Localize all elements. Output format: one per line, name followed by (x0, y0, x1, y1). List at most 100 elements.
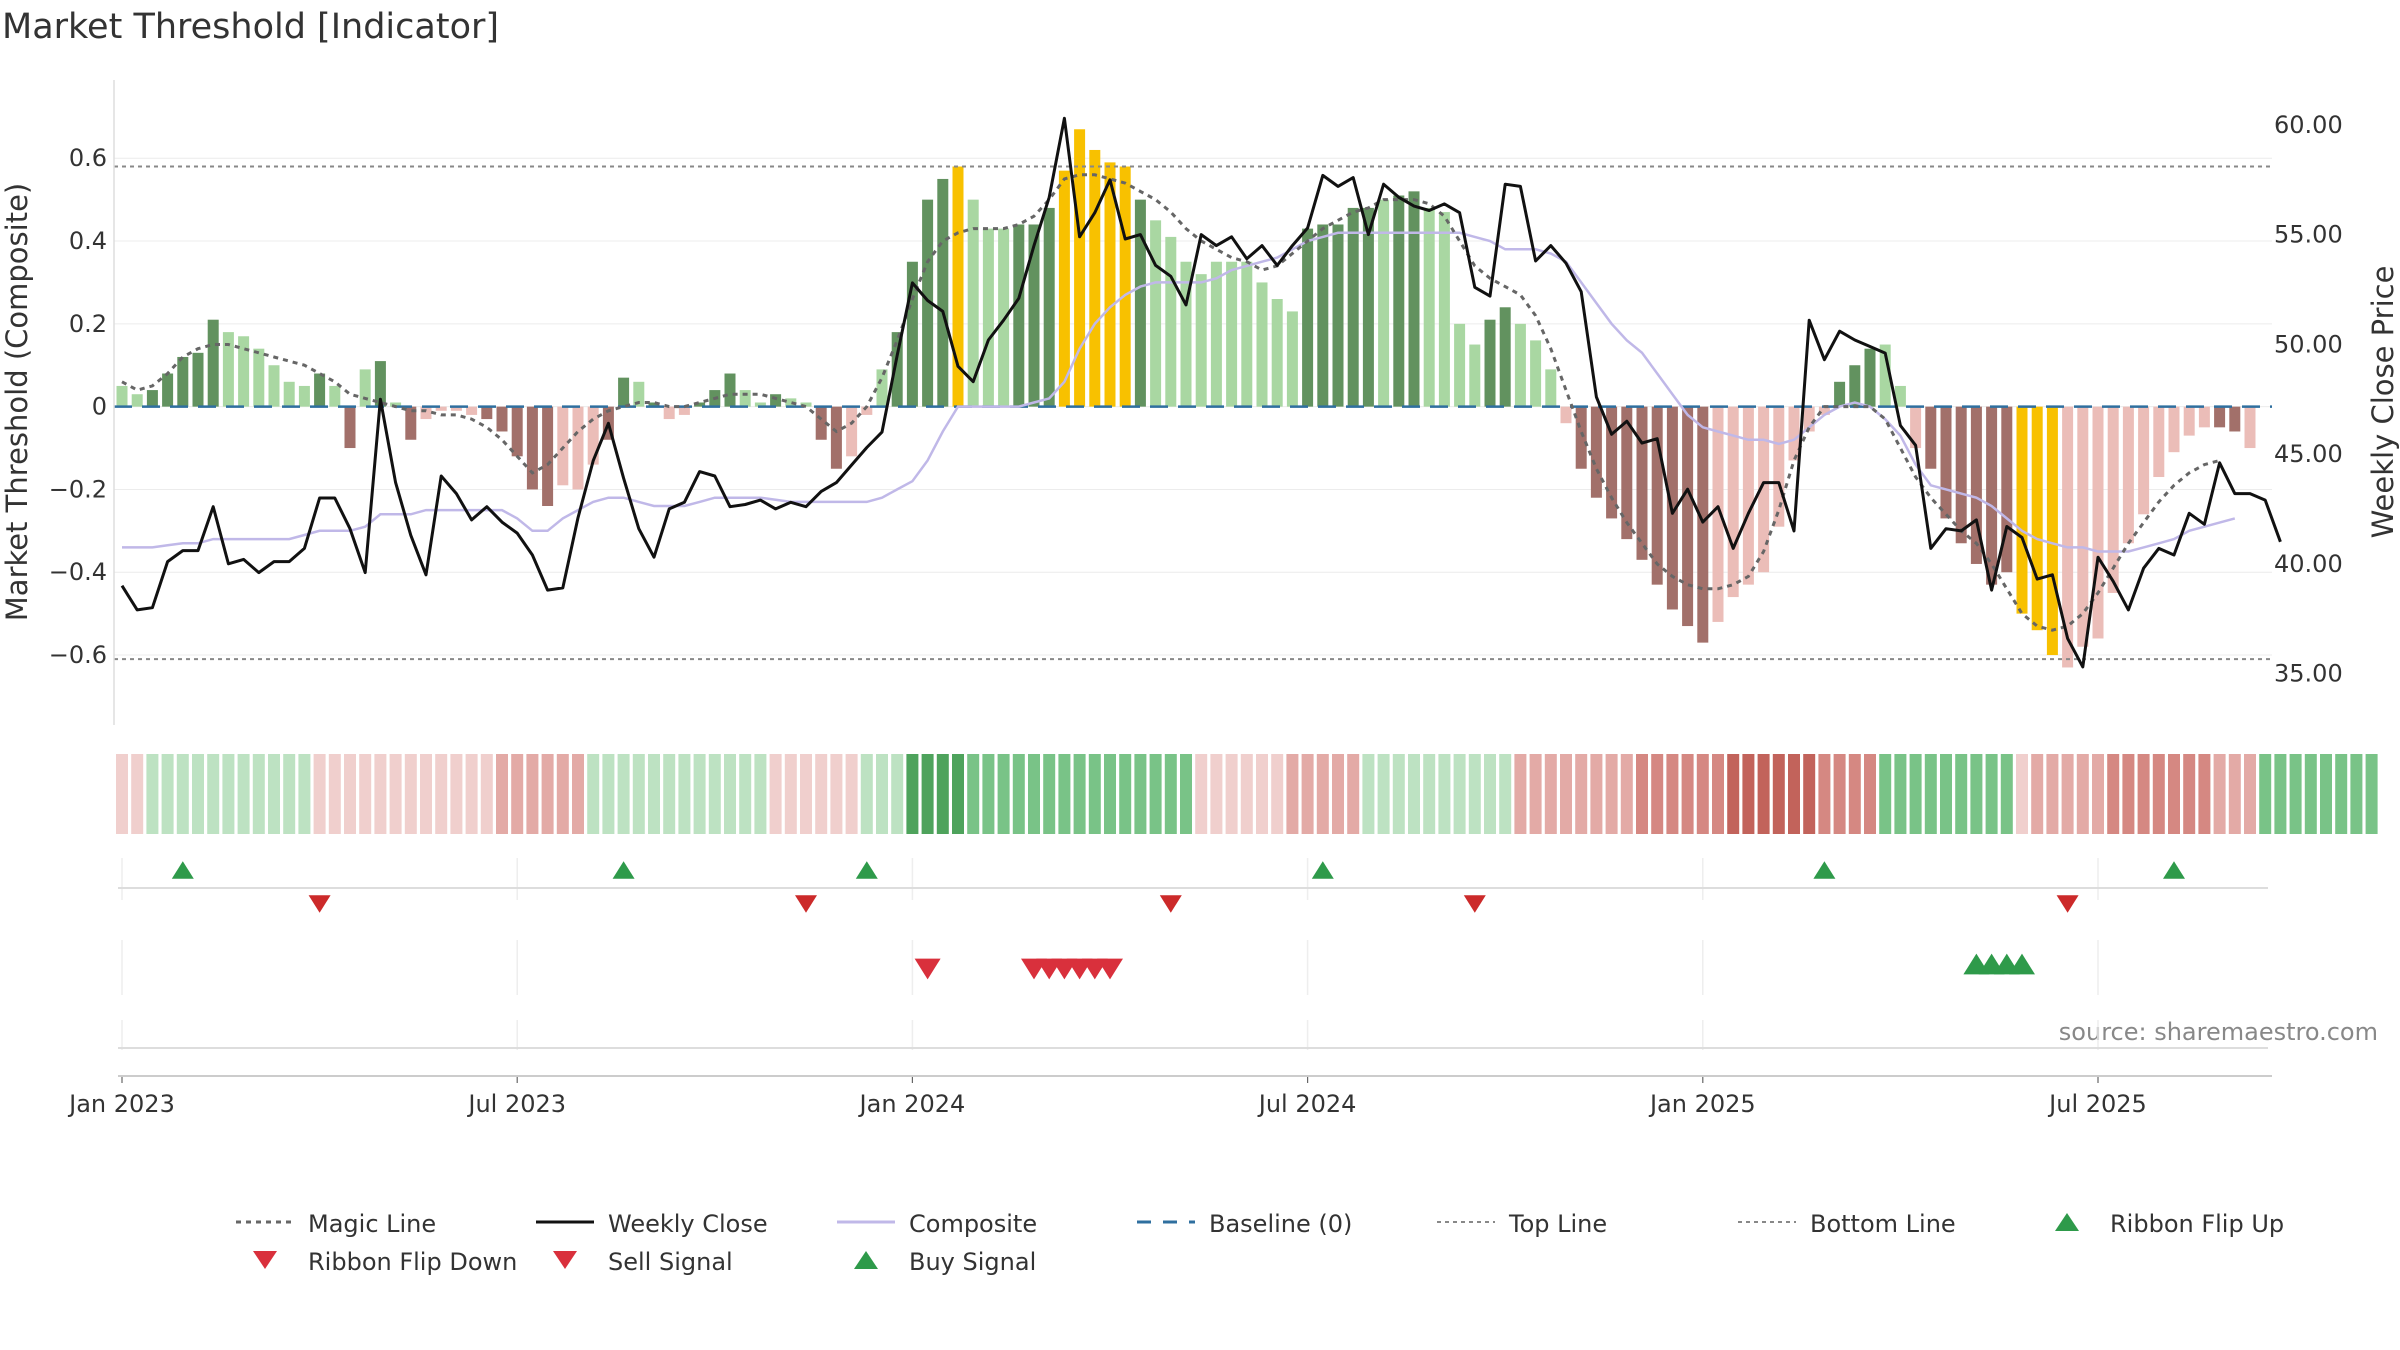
composite-bar (2062, 406, 2074, 668)
ribbon-cell (526, 754, 539, 834)
ribbon-cell (1453, 754, 1466, 834)
ribbon-cell (936, 754, 949, 834)
composite-bar (1788, 406, 1800, 461)
x-tick-label: Jul 2025 (2047, 1090, 2147, 1118)
ribbon-cell (2016, 754, 2028, 834)
y-tick-label: 0.2 (69, 310, 107, 338)
legend: Magic Line Weekly Close Composite Baseline … (236, 1210, 2284, 1276)
composite-bar (861, 406, 873, 415)
ribbon-cell (2198, 754, 2211, 834)
ribbon-cell (511, 754, 524, 834)
composite-bar (1925, 406, 1937, 469)
x-tick-label: Jul 2024 (1257, 1090, 1357, 1118)
composite-bar (1256, 282, 1268, 407)
ribbon-cell (116, 754, 128, 834)
ribbon-flip-down-marker (1159, 895, 1182, 913)
ribbon-cell (678, 754, 691, 834)
ribbon-cell (1332, 754, 1344, 834)
ribbon-cell (2137, 754, 2150, 834)
ribbon-cell (2320, 754, 2332, 834)
composite-bar (344, 406, 356, 449)
composite-bar (1970, 406, 1982, 564)
composite-bar (1955, 406, 1967, 544)
ribbon-cell (313, 754, 326, 834)
composite-bar (1393, 195, 1405, 407)
composite-bar (1378, 199, 1390, 407)
ribbon-strip (116, 754, 2378, 834)
legend-label: Weekly Close (608, 1210, 768, 1238)
legend-label: Baseline (0) (1209, 1210, 1352, 1238)
ribbon-cell (2335, 754, 2348, 834)
legend-label: Ribbon Flip Down (308, 1248, 517, 1276)
ribbon-cell (2304, 754, 2317, 834)
buy-signal-marker (2009, 953, 2035, 975)
ribbon-cell (1028, 754, 1040, 834)
composite-bar (648, 402, 660, 407)
ribbon-cell (2350, 754, 2363, 834)
composite-bar (1879, 344, 1891, 407)
x-tick-label: Jan 2023 (67, 1090, 175, 1118)
composite-bar (2077, 406, 2089, 647)
composite-bar (2001, 406, 2013, 573)
ribbon-cell (1560, 754, 1572, 834)
ribbon-cell (952, 754, 964, 834)
ribbon-cell (1985, 754, 1998, 834)
composite-bars (116, 129, 2256, 668)
weekly-close-line (120, 116, 2282, 669)
x-tick-label: Jul 2023 (466, 1090, 566, 1118)
ribbon-cell (2107, 754, 2120, 834)
ribbon-cell (2000, 754, 2013, 834)
ribbon-cell (784, 754, 797, 834)
ribbon-cell (1772, 754, 1785, 834)
ribbon-cell (1544, 754, 1557, 834)
magic-line (121, 173, 2220, 632)
ribbon-cell (1681, 754, 1694, 834)
ribbon-cell (1423, 754, 1436, 834)
ribbon-cell (1940, 754, 1952, 834)
series-lines (114, 116, 2282, 669)
composite-bar (1530, 340, 1542, 407)
composite-bar (2214, 406, 2226, 428)
ribbon-cell (1666, 754, 1679, 834)
ribbon-cell (1864, 754, 1876, 834)
composite-bar (374, 361, 386, 407)
ribbon-cell (1012, 754, 1025, 834)
legend-label: Ribbon Flip Up (2110, 1210, 2284, 1238)
ribbon-cell (1347, 754, 1360, 834)
ribbon-cell (2213, 754, 2226, 834)
ribbon-cell (1195, 754, 1208, 834)
composite-bar (526, 406, 538, 490)
composite-bar (390, 402, 402, 407)
ribbon-flip-up-marker (612, 861, 635, 879)
ribbon-cell (1164, 754, 1177, 834)
ribbon-cell (2152, 754, 2165, 834)
ribbon-cell (1240, 754, 1253, 834)
y-tick-label: −0.4 (49, 558, 107, 586)
ribbon-cell (632, 754, 645, 834)
composite-bar (1575, 406, 1587, 469)
ribbon-cell (876, 754, 888, 834)
composite-bar (116, 385, 128, 407)
ribbon-cell (465, 754, 478, 834)
composite-bar (435, 406, 447, 411)
ribbon-cell (1712, 754, 1724, 834)
composite-bar (1119, 166, 1131, 407)
ribbon-cell (1316, 754, 1329, 834)
ribbon-cell (1590, 754, 1603, 834)
legend-label: Buy Signal (909, 1248, 1036, 1276)
composite-bar (1271, 299, 1283, 407)
composite-bar (633, 381, 645, 407)
ribbon-flip-down-marker (795, 895, 817, 913)
legend-label: Bottom Line (1810, 1210, 1956, 1238)
composite-bar (846, 406, 858, 457)
composite-bar (739, 390, 751, 407)
ribbon-cell (2061, 754, 2074, 834)
ribbon-cell (1727, 754, 1740, 834)
composite-bar (162, 373, 174, 407)
ribbon-cell (1636, 754, 1648, 834)
ribbon-cell (2076, 754, 2089, 834)
composite-bar (1074, 129, 1086, 407)
ribbon-cell (1043, 754, 1056, 834)
composite-bar (1636, 406, 1648, 560)
composite-bar (967, 199, 979, 407)
